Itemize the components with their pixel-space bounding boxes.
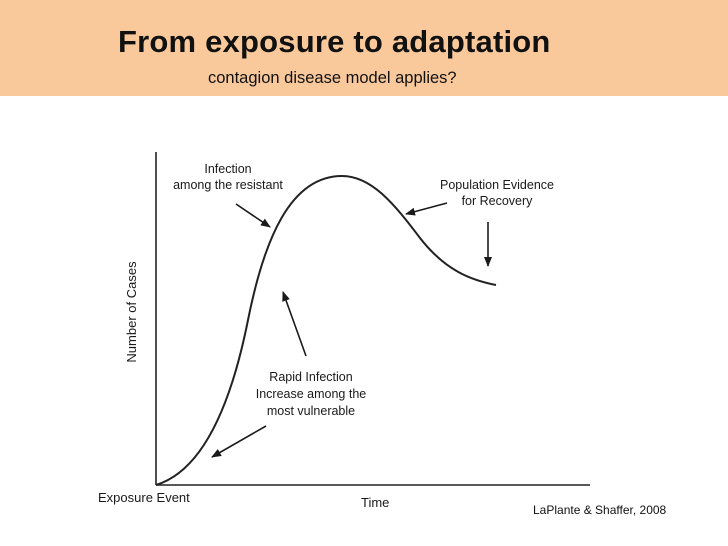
annotation-infection-resistant-line-2: among the resistant <box>173 178 283 192</box>
cases-curve <box>155 174 497 486</box>
slide-title: From exposure to adaptation <box>118 24 551 59</box>
annotation-rapid-infection-line-3: most vulnerable <box>267 404 355 418</box>
arrow-rapid-infection-up <box>282 291 307 357</box>
figure-panel <box>88 112 608 522</box>
annotation-infection-resistant-line-1: Infection <box>204 162 251 176</box>
arrow-recovery-left <box>405 202 448 216</box>
citation: LaPlante & Shaffer, 2008 <box>533 503 667 517</box>
annotation-recovery-line-1: Population Evidence <box>440 178 554 192</box>
arrow-rapid-infection-down <box>211 425 267 458</box>
annotation-recovery-line-2: for Recovery <box>462 194 534 208</box>
y-axis-label: Number of Cases <box>124 261 139 363</box>
exposure-event-label: Exposure Event <box>98 490 190 505</box>
title-banner <box>0 0 728 96</box>
x-axis-label: Time <box>361 495 389 510</box>
slide-subtitle: contagion disease model applies? <box>208 69 457 87</box>
annotation-rapid-infection-line-1: Rapid Infection <box>269 370 352 384</box>
annotation-rapid-infection-line-2: Increase among the <box>256 387 367 401</box>
arrow-infection-resistant <box>235 203 271 228</box>
